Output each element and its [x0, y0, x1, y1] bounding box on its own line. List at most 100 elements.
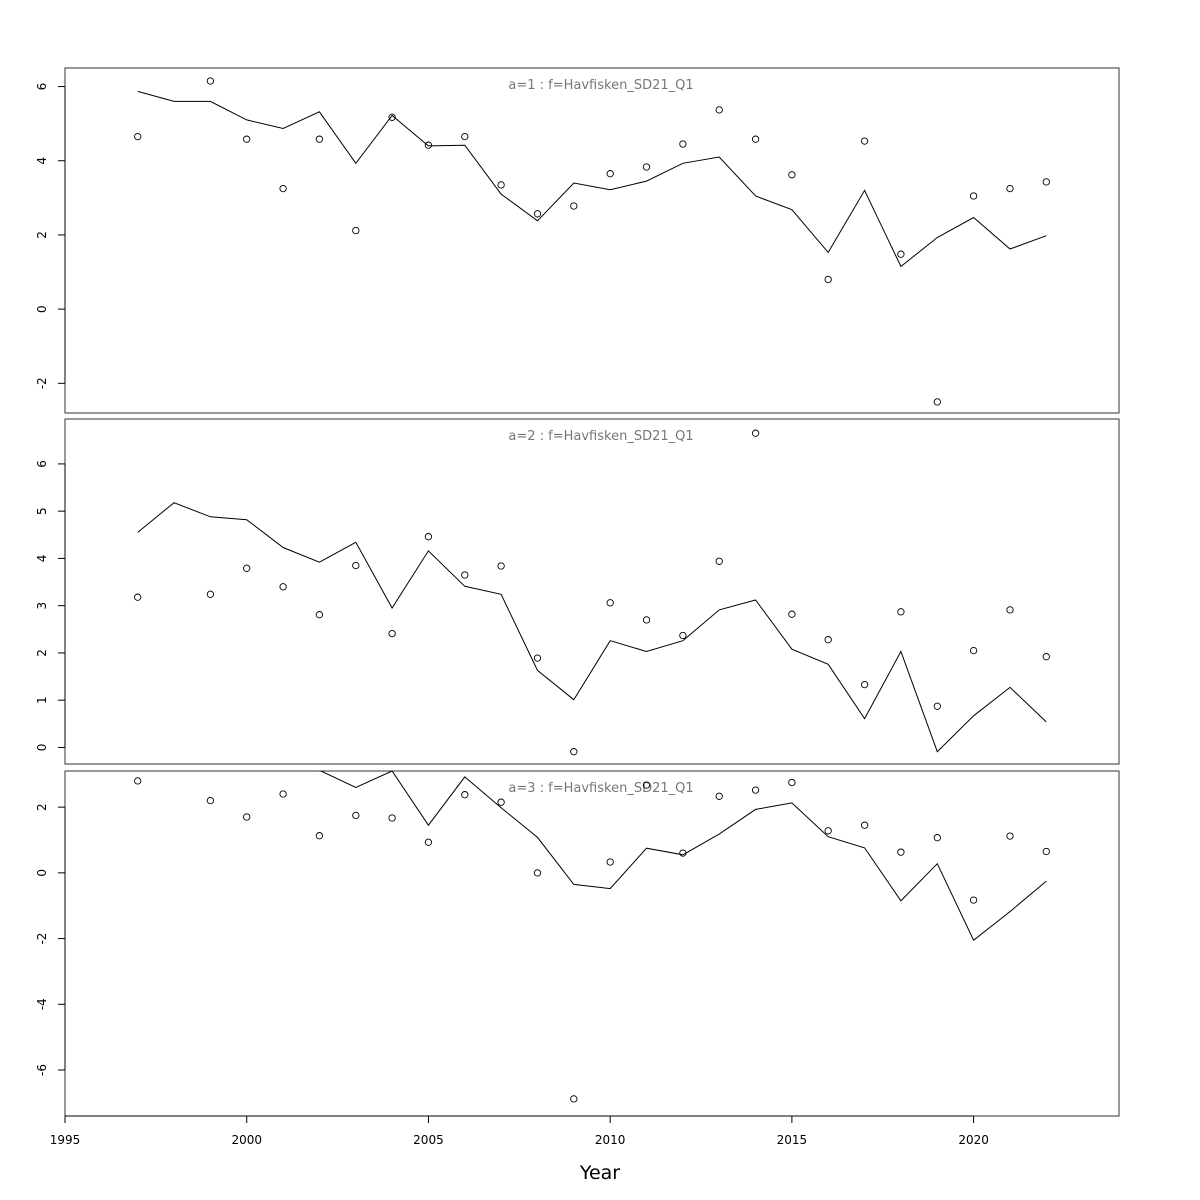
- observed-point: [933, 834, 941, 842]
- observed-point: [897, 608, 905, 616]
- observed-point: [279, 790, 287, 798]
- observed-point: [715, 106, 723, 114]
- y-tick-label: -2: [35, 933, 49, 945]
- observed-point: [315, 832, 324, 840]
- observed-point: [570, 748, 578, 756]
- observed-point: [134, 777, 142, 785]
- observed-point: [1042, 847, 1050, 856]
- observed-point: [279, 583, 287, 591]
- observed-point: [715, 792, 723, 800]
- observed-point: [206, 77, 215, 85]
- y-tick-label: 2: [35, 649, 49, 657]
- observed-point: [824, 636, 832, 644]
- panel-3: -6 -4 -2 0 2 a=3 : f=Havfisken_SD21_Q1: [35, 770, 1120, 1117]
- observed-point: [860, 680, 869, 689]
- x-axis-label: Year: [579, 1162, 620, 1184]
- observed-point: [788, 171, 796, 179]
- panel-frame: [64, 418, 1120, 765]
- observed-point: [315, 611, 324, 619]
- fitted-line: [137, 90, 1047, 268]
- observed-point: [1042, 653, 1050, 661]
- observed-point: [715, 557, 723, 565]
- observed-point: [533, 869, 542, 877]
- observed-point: [570, 202, 578, 210]
- observed-point: [1006, 184, 1014, 193]
- observed-point: [1006, 606, 1014, 614]
- x-tick-label: 2015: [777, 1133, 808, 1147]
- x-tick-label: 2010: [595, 1133, 626, 1147]
- observed-point: [751, 135, 760, 143]
- observed-point: [315, 135, 324, 143]
- observed-point: [788, 778, 796, 787]
- observed-point: [679, 631, 687, 640]
- panel-frame: [64, 770, 1120, 1117]
- observed-point: [860, 137, 869, 145]
- y-tick-label: -2: [35, 377, 49, 389]
- y-tick-label: 0: [35, 305, 49, 313]
- panel-frame: [64, 67, 1120, 414]
- observed-point: [352, 561, 360, 570]
- plot-area: [134, 771, 1050, 1103]
- observed-point: [897, 848, 905, 856]
- observed-point: [461, 791, 469, 799]
- observed-point: [533, 210, 542, 218]
- observed-point: [352, 811, 360, 820]
- y-tick-label: 2: [35, 803, 49, 811]
- observed-point: [933, 398, 941, 406]
- observed-point: [933, 702, 941, 710]
- plot-area: [134, 429, 1050, 756]
- observed-point: [424, 533, 433, 541]
- observed-point: [206, 796, 215, 805]
- x-tick-label: 1995: [50, 1133, 81, 1147]
- observed-point: [606, 858, 614, 866]
- observed-point: [751, 786, 760, 794]
- observed-point: [642, 616, 651, 624]
- observed-point: [533, 654, 542, 662]
- y-tick-label: 5: [35, 507, 49, 515]
- observed-point: [642, 781, 651, 789]
- observed-point: [461, 132, 469, 141]
- panel-title: a=1 : f=Havfisken_SD21_Q1: [508, 78, 693, 93]
- panel-1: -2 0 2 4 6 a=1 : f=Havfisken_SD21_Q1: [35, 67, 1120, 414]
- observed-point: [388, 113, 396, 121]
- observed-point: [642, 163, 651, 171]
- observed-point: [1006, 832, 1014, 840]
- panel-2: 0 1 2 3 4 5 6 a=2 : f=Havfisken_SD21_Q1: [35, 418, 1120, 765]
- observed-point: [243, 564, 251, 572]
- observed-point: [824, 275, 832, 284]
- y-tick-label: 6: [35, 460, 49, 468]
- observed-point: [497, 562, 505, 570]
- observed-point: [352, 226, 360, 235]
- x-axis: 1995 2000 2005 2010 2015 2020: [50, 1115, 989, 1147]
- y-tick-label: 2: [35, 231, 49, 239]
- y-tick-label: -4: [35, 998, 49, 1010]
- observed-point: [969, 896, 978, 904]
- observed-point: [243, 135, 251, 143]
- observed-point: [860, 821, 869, 829]
- panel-title: a=3 : f=Havfisken_SD21_Q1: [508, 781, 693, 796]
- y-tick-label: -6: [35, 1064, 49, 1076]
- observed-point: [751, 429, 760, 437]
- observed-point: [679, 849, 687, 857]
- observed-point: [824, 827, 832, 835]
- observed-point: [388, 629, 396, 638]
- observed-point: [497, 181, 505, 189]
- observed-point: [134, 132, 142, 141]
- y-tick-label: 4: [35, 157, 49, 165]
- observed-point: [606, 170, 614, 178]
- observed-point: [897, 250, 905, 258]
- fitted-line: [137, 502, 1047, 753]
- observed-point: [969, 646, 978, 655]
- plot-area: [134, 77, 1050, 406]
- observed-point: [134, 593, 142, 601]
- observed-point: [424, 141, 433, 149]
- y-tick-label: 3: [35, 602, 49, 610]
- observed-point: [243, 813, 251, 821]
- y-tick-label: 1: [35, 696, 49, 704]
- panel-title: a=2 : f=Havfisken_SD21_Q1: [508, 429, 693, 444]
- x-tick-label: 2005: [413, 1133, 444, 1147]
- panels-layer: -2 0 2 4 6 a=1 : f=Havfisken_SD21_Q1 0 1 2 3 4 5 6 a=…: [35, 67, 1120, 1117]
- x-tick-label: 2000: [231, 1133, 262, 1147]
- y-tick-label: 0: [35, 869, 49, 877]
